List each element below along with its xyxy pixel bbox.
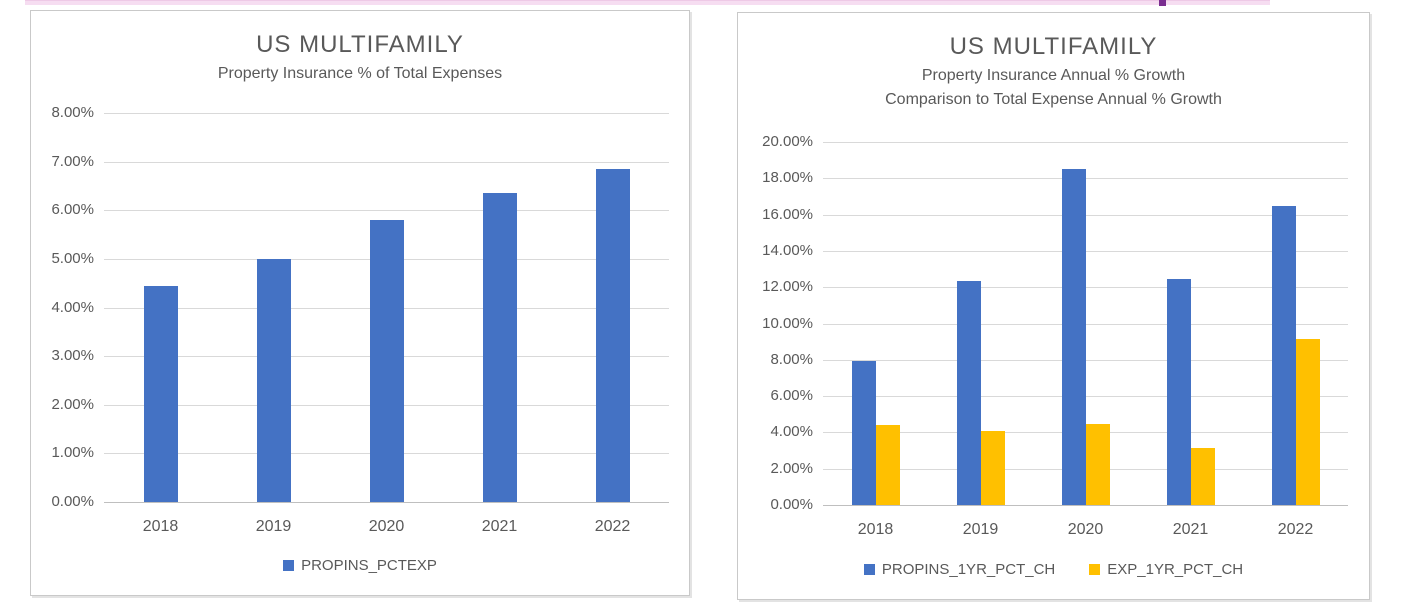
bar-PROPINS_1YR_PCT_CH-2022[interactable] xyxy=(1271,206,1296,505)
bar-EXP_1YR_PCT_CH-2021[interactable] xyxy=(1190,447,1215,505)
y-axis-tick-label: 14.00% xyxy=(762,241,813,259)
x-axis-tick-label: 2021 xyxy=(481,518,518,535)
y-axis-tick-label: 6.00% xyxy=(770,387,813,405)
bar-EXP_1YR_PCT_CH-2020[interactable] xyxy=(1085,424,1110,505)
gridline xyxy=(104,161,669,163)
x-axis-tick-label: 2020 xyxy=(1067,521,1104,538)
chart-subtitle-line-2: Comparison to Total Expense Annual % Gro… xyxy=(885,91,1222,108)
legend-swatch-icon xyxy=(283,560,295,571)
y-axis-tick-label: 4.00% xyxy=(770,423,813,441)
plot-area: 0.00% 1.00% 2.00% 3.00% 4.00% 5.00% 6.00% 7.00%… xyxy=(51,104,669,535)
y-axis-tick-label: 1.00% xyxy=(51,444,94,462)
legend-label: PROPINS_PCTEXP xyxy=(301,557,437,574)
y-axis-tick-label: 8.00% xyxy=(770,350,813,368)
y-axis-tick-label: 2.00% xyxy=(51,395,94,413)
y-axis-tick-label: 2.00% xyxy=(770,459,813,477)
chart-subtitle: Property Insurance % of Total Expenses xyxy=(217,65,503,82)
y-axis-tick-label: 16.00% xyxy=(762,205,813,223)
bar-EXP_1YR_PCT_CH-2018[interactable] xyxy=(875,425,900,505)
bar-PROPINS_1YR_PCT_CH-2018[interactable] xyxy=(851,360,876,505)
gridline xyxy=(823,178,1348,180)
chart-subtitle: Property Insurance Annual % Growth xyxy=(921,67,1186,84)
gridline xyxy=(104,502,669,503)
y-axis-tick-label: 8.00% xyxy=(51,104,94,121)
gridline xyxy=(823,359,1348,361)
gridline xyxy=(823,505,1348,506)
gridline xyxy=(823,250,1348,252)
bar-PROPINS_PCTEXP-2018[interactable] xyxy=(143,285,178,502)
y-axis-tick-label: 20.00% xyxy=(762,133,813,150)
x-axis-tick-label: 2022 xyxy=(1277,521,1314,538)
legend-item-PROPINS_PCTEXP[interactable]: PROPINS_PCTEXP xyxy=(283,557,437,574)
y-axis-tick-label: 12.00% xyxy=(762,278,813,296)
bar-PROPINS_1YR_PCT_CH-2020[interactable] xyxy=(1061,169,1086,505)
legend-item-EXP_1YR_PCT_CH[interactable]: EXP_1YR_PCT_CH xyxy=(1089,561,1243,578)
x-axis-tick-label: 2019 xyxy=(962,521,999,538)
legend-swatch-icon xyxy=(863,564,875,575)
y-axis-tick-label: 18.00% xyxy=(762,169,813,187)
top-band-cursor-mark xyxy=(1159,0,1166,6)
gridline xyxy=(104,113,669,114)
top-highlight-band xyxy=(25,0,1270,5)
bar-PROPINS_1YR_PCT_CH-2019[interactable] xyxy=(956,280,981,505)
chart-panel-annual-growth[interactable]: US MULTIFAMILY Property Insurance Annual… xyxy=(737,12,1370,600)
chart-legend[interactable]: PROPINS_PCTEXP xyxy=(31,557,689,574)
y-axis-tick-label: 10.00% xyxy=(762,314,813,332)
gridline xyxy=(823,214,1348,216)
chart-panel-pct-of-expenses[interactable]: US MULTIFAMILY Property Insurance % of T… xyxy=(30,10,690,596)
y-axis-tick-label: 5.00% xyxy=(51,249,94,267)
bar-PROPINS_PCTEXP-2021[interactable] xyxy=(482,193,517,502)
y-axis-tick-label: 3.00% xyxy=(51,347,94,365)
bar-EXP_1YR_PCT_CH-2022[interactable] xyxy=(1295,338,1320,505)
gridline xyxy=(823,323,1348,325)
gridline xyxy=(823,287,1348,289)
gridline xyxy=(823,396,1348,398)
y-axis-tick-label: 4.00% xyxy=(51,298,94,316)
x-axis-tick-label: 2021 xyxy=(1172,521,1209,538)
x-axis-tick-label: 2018 xyxy=(142,518,179,535)
chart-legend[interactable]: PROPINS_1YR_PCT_CH EXP_1YR_PCT_CH xyxy=(738,561,1369,578)
plot-area: 0.00% 2.00% 4.00% 6.00% 8.00% 10.00% 12.00% 14.… xyxy=(762,133,1348,538)
y-axis-tick-label: 6.00% xyxy=(51,201,94,219)
x-axis-tick-label: 2020 xyxy=(368,518,405,535)
chart-title: US MULTIFAMILY xyxy=(256,31,464,58)
gridline xyxy=(823,142,1348,143)
bar-PROPINS_PCTEXP-2020[interactable] xyxy=(369,219,404,502)
bar-PROPINS_PCTEXP-2019[interactable] xyxy=(256,258,291,502)
gridline xyxy=(104,210,669,212)
bar-EXP_1YR_PCT_CH-2019[interactable] xyxy=(980,430,1005,505)
chart-title: US MULTIFAMILY xyxy=(949,33,1158,60)
y-axis-tick-label: 0.00% xyxy=(770,496,813,513)
bar-PROPINS_1YR_PCT_CH-2021[interactable] xyxy=(1166,279,1191,505)
x-axis-tick-label: 2022 xyxy=(594,518,631,535)
x-axis-tick-label: 2018 xyxy=(857,521,894,538)
legend-item-PROPINS_1YR_PCT_CH[interactable]: PROPINS_1YR_PCT_CH xyxy=(863,561,1056,578)
x-axis-tick-label: 2019 xyxy=(255,518,292,535)
y-axis-tick-label: 7.00% xyxy=(51,152,94,170)
legend-label: EXP_1YR_PCT_CH xyxy=(1107,561,1244,578)
y-axis-tick-label: 0.00% xyxy=(51,493,94,510)
legend-swatch-icon xyxy=(1089,564,1101,575)
legend-label: PROPINS_1YR_PCT_CH xyxy=(881,561,1056,578)
bar-PROPINS_PCTEXP-2022[interactable] xyxy=(595,168,630,502)
